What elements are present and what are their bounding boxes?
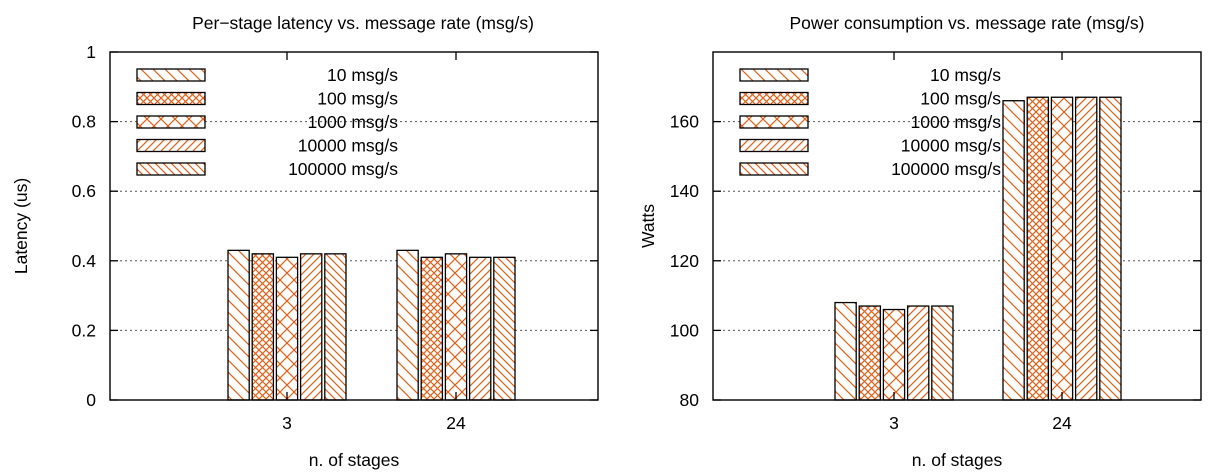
power-chart: Power consumption vs. message rate (msg/… [638,13,1202,470]
latency-ytick-label: 0 [86,390,96,410]
diagonal-down-icon [136,68,206,82]
diagonal-down-icon [739,68,809,82]
latency-legend-label: 1000 msg/s [308,112,399,132]
latency-ytick-label: 0.6 [72,181,96,201]
dense-diagonal-down-icon [739,162,809,176]
power-bar-10-msg-s-stages-24 [1002,100,1025,401]
latency-bar-1000-msg-s-stages-24 [444,253,468,401]
power-xtick-label: 3 [889,413,899,433]
power-bar-10000-msg-s-stages-24 [1074,96,1098,401]
power-ytick-label: 140 [670,181,699,201]
power-legend-item: 1000 msg/s [739,112,1002,132]
power-legend-label: 100000 msg/s [891,159,1001,179]
power-ytick-label: 120 [670,251,699,271]
latency-chart-title: Per−stage latency vs. message rate (msg/… [192,13,534,33]
power-x-axis-label: n. of stages [912,450,1003,470]
latency-xtick-label: 24 [446,413,466,433]
power-legend-item: 10 msg/s [739,65,1001,85]
power-bar-100-msg-s-stages-3 [858,305,882,401]
crosshatch-icon [739,91,809,106]
latency-legend-label: 10 msg/s [327,65,398,85]
latency-bar-100-msg-s-stages-24 [420,256,444,401]
power-bar-100000-msg-s-stages-24 [1099,96,1122,401]
power-legend-label: 100 msg/s [920,89,1001,109]
crosshatch-icon [136,91,206,106]
power-legend-item: 10000 msg/s [739,136,1001,156]
power-legend-label: 10000 msg/s [901,136,1001,156]
latency-legend-label: 10000 msg/s [298,136,398,156]
power-xtick-label: 24 [1052,413,1072,433]
power-bar-10-msg-s-stages-3 [834,301,857,401]
latency-legend-item: 10000 msg/s [136,136,398,156]
latency-bar-10-msg-s-stages-24 [396,249,419,401]
power-plot-frame [712,51,1202,401]
latency-legend-item: 1000 msg/s [136,112,399,132]
latency-bar-100000-msg-s-stages-3 [324,253,347,401]
power-legend-label: 10 msg/s [930,65,1001,85]
latency-ytick-label: 0.2 [72,320,96,340]
latency-legend-item: 100000 msg/s [136,159,398,179]
dense-diagonal-down-icon [136,162,206,176]
latency-chart: Per−stage latency vs. message rate (msg/… [11,13,599,470]
latency-bar-10-msg-s-stages-3 [227,249,250,401]
x-hatch-icon [739,115,809,129]
power-legend-label: 1000 msg/s [911,112,1002,132]
latency-xtick-label: 3 [282,413,292,433]
latency-bar-10000-msg-s-stages-3 [299,253,323,401]
latency-ytick-label: 0.4 [72,251,97,271]
power-y-axis-label: Watts [638,204,658,248]
latency-plot-frame [109,51,599,401]
power-bar-100-msg-s-stages-24 [1026,96,1050,401]
latency-legend-item: 10 msg/s [136,65,398,85]
diagonal-up-icon [136,138,206,153]
latency-legend-label: 100000 msg/s [288,159,398,179]
latency-ytick-label: 1 [86,42,96,62]
power-ytick-label: 100 [670,320,699,340]
power-ytick-label: 80 [680,390,700,410]
power-bar-10000-msg-s-stages-3 [906,305,930,401]
power-legend-item: 100 msg/s [739,89,1001,109]
power-ytick-label: 160 [670,112,699,132]
latency-bar-100-msg-s-stages-3 [251,253,275,401]
power-chart-title: Power consumption vs. message rate (msg/… [790,13,1145,33]
power-bar-100000-msg-s-stages-3 [931,305,954,401]
latency-legend-label: 100 msg/s [317,89,398,109]
latency-bar-1000-msg-s-stages-3 [275,256,299,401]
x-hatch-icon [136,115,206,129]
latency-x-axis-label: n. of stages [309,450,400,470]
latency-y-axis-label: Latency (us) [11,178,31,274]
latency-bar-100000-msg-s-stages-24 [493,256,516,401]
diagonal-up-icon [739,138,809,153]
latency-legend-item: 100 msg/s [136,89,398,109]
latency-ytick-label: 0.8 [72,112,96,132]
power-bar-1000-msg-s-stages-3 [882,308,906,401]
latency-bar-10000-msg-s-stages-24 [468,256,492,401]
power-bar-1000-msg-s-stages-24 [1050,96,1074,401]
power-legend-item: 100000 msg/s [739,159,1001,179]
